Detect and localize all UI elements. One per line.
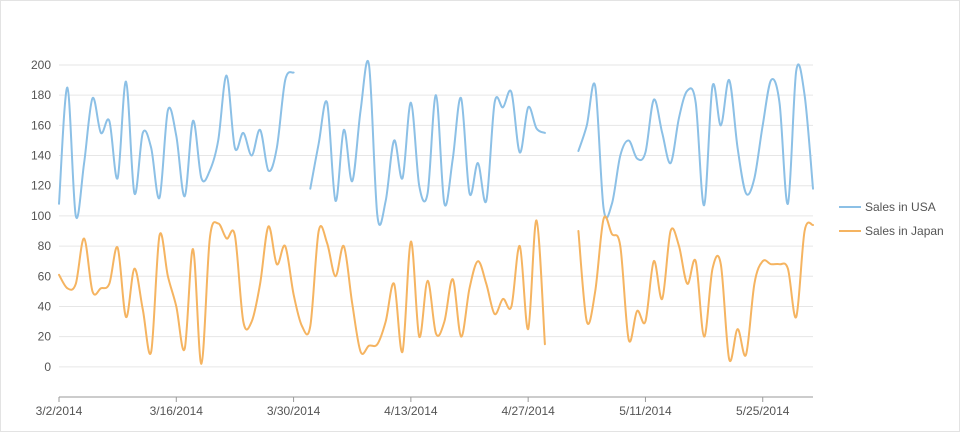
y-tick-label: 60 [38,269,52,283]
legend[interactable]: Sales in USA Sales in Japan [839,200,944,238]
y-tick-label: 20 [38,330,52,344]
series-line [577,215,814,363]
series-usa [58,60,814,226]
x-tick-label: 3/2/2014 [36,404,83,418]
series-line [577,63,814,219]
y-tick-label: 120 [31,179,51,193]
legend-item-japan[interactable]: Sales in Japan [839,224,944,238]
series-line [58,219,546,365]
legend-item-usa[interactable]: Sales in USA [839,200,936,214]
series-japan [58,215,814,365]
grid-lines [59,64,813,368]
y-tick-label: 180 [31,88,51,102]
y-tick-label: 200 [31,58,51,72]
series-line [309,60,546,226]
y-tick-label: 160 [31,118,51,132]
series-lines [58,60,814,365]
x-tick-label: 4/13/2014 [384,404,438,418]
y-tick-label: 0 [44,360,51,374]
x-tick-label: 3/30/2014 [267,404,321,418]
y-tick-label: 80 [38,239,52,253]
x-tick-label: 5/25/2014 [736,404,790,418]
y-tick-label: 100 [31,209,51,223]
x-tick-label: 3/16/2014 [150,404,204,418]
y-axis: 0 20 40 60 80 100 120 140 160 180 200 [31,58,51,374]
x-tick-label: 5/11/2014 [619,404,672,418]
legend-label: Sales in USA [865,200,936,214]
x-axis: 3/2/2014 3/16/2014 3/30/2014 4/13/2014 4/27/… [36,396,813,418]
series-line [58,71,295,220]
legend-label: Sales in Japan [865,224,944,238]
y-tick-label: 40 [38,299,52,313]
y-tick-label: 140 [31,149,51,163]
x-tick-label: 4/27/2014 [501,404,555,418]
